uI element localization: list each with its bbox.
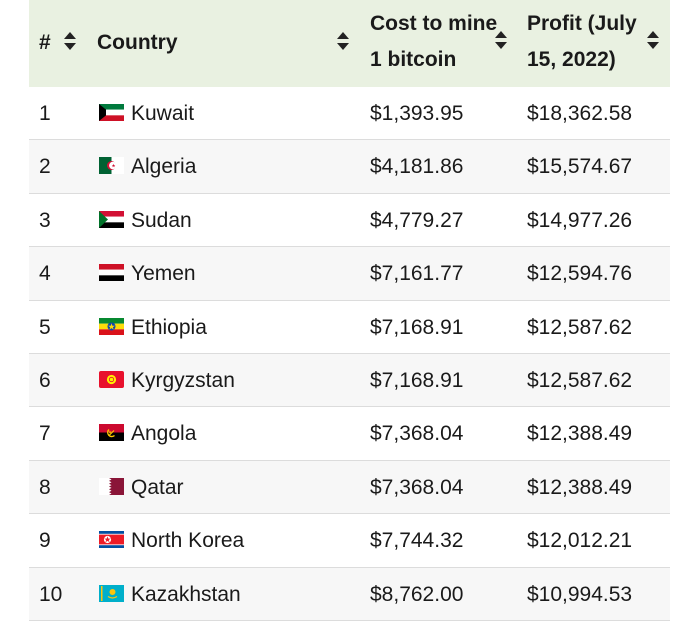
table-row: 3 Sudan $4,779.27 $14,977.26: [29, 194, 670, 248]
profit-column-header[interactable]: Profit (July 15, 2022): [527, 0, 670, 87]
rank-cell: 2: [39, 155, 51, 179]
sudan-flag-icon: [99, 210, 124, 228]
profit-cell: $12,587.62: [527, 315, 633, 339]
cost-cell: $1,393.95: [370, 102, 464, 125]
kazakhstan-flag-icon: [99, 584, 124, 602]
rank-cell: 4: [39, 262, 51, 286]
rank-cell: 10: [39, 582, 63, 606]
cost-cell: $7,744.32: [370, 529, 464, 553]
table-row: 5 Ethiopia $7,168.91 $12,587.62: [29, 301, 670, 354]
country-cell: Kuwait: [131, 102, 195, 125]
profit-cell: $12,587.62: [527, 368, 633, 392]
rank-cell: 3: [39, 208, 51, 232]
kuwait-flag-icon: [99, 104, 124, 121]
profit-cell: $12,388.49: [527, 475, 633, 499]
north-korea-flag-icon: [99, 531, 124, 549]
country-header-label: Country: [97, 31, 178, 54]
ethiopia-flag-icon: [99, 317, 124, 335]
cost-header-line2: 1 bitcoin: [370, 48, 457, 71]
country-cell: Sudan: [131, 208, 192, 232]
profit-cell: $12,594.76: [527, 262, 633, 286]
table-header: # Country Cost to mine 1 bitcoin Profit …: [29, 0, 670, 87]
table-row: 1 Kuwait $1,393.95 $18,362.58: [29, 87, 670, 141]
country-cell: Qatar: [131, 475, 184, 499]
table-row: 9 North Korea $7,744.32 $12,012.21: [29, 514, 670, 568]
profit-cell: $15,574.67: [527, 155, 633, 179]
cost-column-header[interactable]: Cost to mine 1 bitcoin: [370, 0, 520, 87]
table-row: 7 Angola $7,368.04 $12,388.49: [29, 407, 670, 461]
kyrgyzstan-flag-icon: [99, 370, 124, 388]
cost-cell: $8,762.00: [370, 582, 464, 606]
table-row: 2 Algeria $4,181.86 $15,574.67: [29, 140, 670, 194]
yemen-flag-icon: [99, 264, 124, 282]
profit-header-line1: Profit (July: [527, 12, 637, 35]
bitcoin-mining-table: # Country Cost to mine 1 bitcoin Profit …: [29, 0, 670, 621]
cost-cell: $7,161.77: [370, 262, 464, 286]
rank-column-header[interactable]: #: [39, 0, 89, 87]
profit-cell: $18,362.58: [527, 102, 633, 125]
cost-cell: $7,168.91: [370, 368, 464, 392]
algeria-flag-icon: [99, 157, 124, 175]
profit-cell: $12,012.21: [527, 529, 633, 553]
rank-cell: 5: [39, 315, 51, 339]
sort-icon[interactable]: [494, 30, 508, 50]
profit-cell: $14,977.26: [527, 208, 633, 232]
qatar-flag-icon: [99, 477, 124, 495]
country-cell: Kazakhstan: [131, 582, 241, 606]
cost-cell: $4,181.86: [370, 155, 464, 179]
table-row: 6 Kyrgyzstan $7,168.91 $12,587.62: [29, 353, 670, 408]
country-column-header[interactable]: Country: [97, 0, 359, 87]
cost-cell: $7,168.91: [370, 315, 464, 339]
cost-cell: $7,368.04: [370, 475, 464, 499]
rank-cell: 7: [39, 422, 51, 446]
country-cell: Algeria: [131, 155, 197, 179]
rank-header-label: #: [39, 31, 51, 54]
cost-cell: $7,368.04: [370, 422, 464, 446]
sort-icon[interactable]: [336, 31, 350, 51]
sort-icon[interactable]: [63, 31, 77, 51]
profit-header-line2: 15, 2022): [527, 48, 616, 71]
cost-header-line1: Cost to mine: [370, 12, 498, 35]
rank-cell: 8: [39, 475, 51, 499]
profit-cell: $12,388.49: [527, 422, 633, 446]
rank-cell: 9: [39, 529, 51, 553]
country-cell: North Korea: [131, 529, 245, 553]
country-cell: Ethiopia: [131, 315, 207, 339]
country-cell: Kyrgyzstan: [131, 368, 235, 392]
table-row: 4 Yemen $7,161.77 $12,594.76: [29, 247, 670, 301]
rank-cell: 1: [39, 102, 51, 125]
country-cell: Yemen: [131, 262, 196, 286]
table-row: 10 Kazakhstan $8,762.00 $10,994.53: [29, 567, 670, 621]
table-row: 8 Qatar $7,368.04 $12,388.49: [29, 460, 670, 515]
country-cell: Angola: [131, 422, 197, 446]
angola-flag-icon: [99, 424, 124, 442]
sort-icon[interactable]: [646, 30, 660, 50]
profit-cell: $10,994.53: [527, 582, 633, 606]
table-body: 1 Kuwait $1,393.95 $18,362.58 2 Algeria …: [29, 87, 670, 621]
cost-cell: $4,779.27: [370, 208, 464, 232]
rank-cell: 6: [39, 368, 51, 392]
